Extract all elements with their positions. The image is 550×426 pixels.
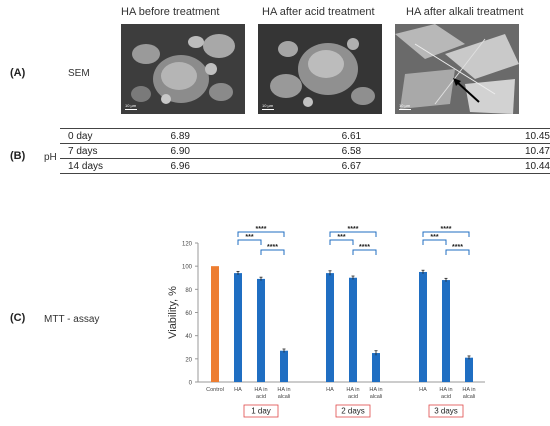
y-tick-label: 0 [189,381,193,387]
x-category-label: HA [419,387,427,393]
x-category-label: HA in [346,387,359,393]
panel-label-c: (C) [10,312,26,324]
bar [349,277,357,382]
x-category-label: HA in [439,387,452,393]
significance-label: *** [337,234,345,241]
y-tick-label: 80 [185,288,192,294]
significance-bracket [329,231,377,237]
x-category-label: acid [441,394,451,400]
panel-label-a: (A) [10,67,26,79]
bar [280,350,288,382]
day-group-box [243,404,279,418]
bar [442,280,450,382]
ph-value-before: 6.96 [106,158,242,174]
significance-bracket [422,231,470,237]
sem-image-acid: 10 µm [258,24,382,114]
ph-value-before: 6.89 [106,128,242,144]
bar [257,278,265,382]
bar [372,353,380,382]
x-category-label: HA [234,387,242,393]
significance-label: **** [441,226,452,233]
day-group-label: 3 days [434,407,458,416]
ph-value-acid: 6.67 [241,158,415,174]
panel-label-b: (B) [10,150,26,162]
bar [326,273,334,382]
ph-value-acid: 6.61 [241,128,415,144]
bar [419,271,427,382]
sem-header-before: HA before treatment [121,6,220,18]
x-category-label: alcali [370,394,383,400]
day-group-label: 2 days [341,407,365,416]
y-tick-label: 60 [185,311,192,317]
bar [234,273,242,382]
significance-bracket [422,239,447,245]
significance-label: **** [256,226,267,233]
significance-bracket [260,249,285,255]
table-row: 14 days 6.96 6.67 10.44 [60,158,550,174]
significance-label: **** [267,244,278,251]
y-tick-label: 20 [185,357,192,363]
ph-table: 0 day 6.89 6.61 10.45 7 days 6.90 6.58 1… [60,128,550,174]
day-group-box [428,404,464,418]
significance-label: **** [348,226,359,233]
scale-bar-label: 10 µm [399,103,411,108]
day-cell: 14 days [60,158,107,174]
ph-value-acid: 6.58 [241,143,415,159]
x-category-label: HA in [254,387,267,393]
scale-bar-label: 10 µm [262,103,274,108]
bar [465,357,473,382]
sem-header-alkali: HA after alkali treatment [406,6,524,18]
ph-value-before: 6.90 [106,143,242,159]
y-tick-label: 40 [185,334,192,340]
sem-row-label: SEM [68,68,90,79]
scale-bar-label: 10 µm [125,103,137,108]
y-tick-label: 120 [182,242,193,248]
day-cell: 0 day [60,128,107,144]
significance-bracket [352,249,377,255]
significance-label: *** [430,234,438,241]
sem-header-acid: HA after acid treatment [262,6,375,18]
x-category-label: Control [206,387,224,393]
x-category-label: HA in [462,387,475,393]
x-category-label: HA in [369,387,382,393]
table-row: 0 day 6.89 6.61 10.45 [60,128,550,144]
table-row: 7 days 6.90 6.58 10.47 [60,143,550,159]
day-cell: 7 days [60,143,107,159]
ph-value-alkali: 10.44 [414,158,550,174]
x-category-label: HA in [277,387,290,393]
day-group-box [335,404,371,418]
y-axis-title: Viability, % [167,286,179,339]
x-category-label: acid [256,394,266,400]
day-group-label: 1 day [251,407,271,416]
ph-value-alkali: 10.47 [414,143,550,159]
y-tick-label: 100 [182,265,193,271]
significance-bracket [445,249,470,255]
x-category-label: HA [326,387,334,393]
sem-image-alkali: 10 µm [395,24,519,114]
ph-row-label: pH [44,152,57,163]
significance-bracket [329,239,354,245]
significance-label: **** [452,244,463,251]
x-category-label: alcali [278,394,291,400]
bar [211,266,219,382]
ph-value-alkali: 10.45 [414,128,550,144]
mtt-row-label: MTT - assay [44,314,100,325]
significance-label: *** [245,234,253,241]
x-category-label: acid [348,394,358,400]
x-category-label: alcali [463,394,476,400]
significance-label: **** [359,244,370,251]
sem-image-before: 10 µm [121,24,245,114]
significance-bracket [237,231,285,237]
significance-bracket [237,239,262,245]
